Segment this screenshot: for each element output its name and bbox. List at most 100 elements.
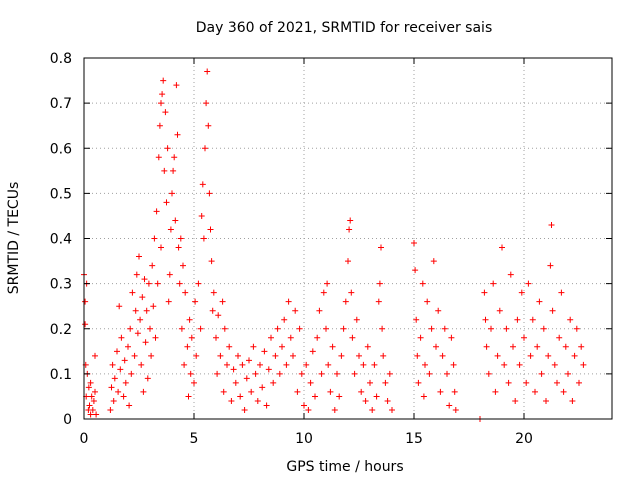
data-point [165,298,172,305]
x-tick-label: 10 [295,431,313,447]
data-point [448,334,455,341]
data-point [348,289,355,296]
data-point [162,109,169,116]
data-point [82,321,89,328]
data-point [125,343,131,350]
chart-title: Day 360 of 2021, SRMTID for receiver sai… [196,20,492,36]
data-point [143,307,150,314]
data-point [272,352,279,359]
data-point [136,253,142,260]
data-point [571,352,578,359]
data-point [386,370,393,377]
data-point [510,343,516,350]
data-point [92,388,98,395]
data-point [298,370,305,377]
data-point [155,154,162,161]
data-point [175,244,182,251]
data-point [186,316,193,323]
data-point [114,348,120,355]
data-point [382,379,389,386]
data-point [578,343,585,350]
data-point [358,388,365,395]
data-point [371,361,378,368]
data-point [318,370,325,377]
data-point [149,262,156,269]
data-point [523,379,530,386]
data-point [567,316,574,323]
data-point [307,379,314,386]
data-point [347,217,354,224]
data-point [296,325,303,332]
data-point [507,271,514,278]
data-point [422,361,428,368]
data-point [181,361,188,368]
data-point [437,388,444,395]
data-point [290,352,296,359]
data-point [246,357,252,364]
data-point [184,343,191,350]
data-point [367,379,373,386]
data-point [569,397,576,404]
data-point [205,122,212,129]
data-point [177,235,184,242]
data-point [86,402,93,409]
data-point [413,316,420,323]
data-point [261,348,268,355]
data-point [492,388,499,395]
data-point [351,370,358,377]
data-point [198,212,205,219]
data-point [150,303,157,310]
data-point [243,375,250,382]
data-point [287,334,294,341]
data-point [152,334,159,341]
data-point [576,379,582,386]
data-point [551,361,558,368]
data-point [159,91,166,98]
data-point [163,199,170,206]
x-axis-label: GPS time / hours [286,459,403,475]
data-point [281,316,288,323]
data-point [331,406,338,413]
data-point [210,289,217,296]
data-point [345,258,351,265]
data-point [226,343,233,350]
data-point [178,325,185,332]
data-point [134,330,141,337]
data-point [206,190,213,197]
data-point [139,294,146,301]
data-point [412,267,419,274]
data-point [117,366,124,373]
data-point [532,388,538,395]
data-point [185,393,192,400]
data-point [538,370,545,377]
data-point [263,402,270,409]
x-tick-label: 5 [190,431,199,447]
data-point [369,406,376,413]
data-point [121,357,128,364]
data-point [90,397,97,404]
data-point [254,397,261,404]
data-point [428,325,435,332]
data-point [268,334,274,341]
data-point [285,298,292,305]
data-point [167,226,174,233]
data-point [373,393,380,400]
data-point [232,379,239,386]
data-point [131,352,138,359]
grid-lines [84,58,612,419]
data-point [545,352,552,359]
data-point [230,366,237,373]
x-tick-label: 0 [80,431,89,447]
data-point [417,334,424,341]
data-point [87,411,94,418]
data-point [389,406,395,413]
data-point [346,226,353,233]
data-point [309,348,316,355]
data-point [411,240,417,247]
data-point [512,397,519,404]
data-point [420,393,427,400]
data-point [435,307,442,314]
data-point [257,361,263,368]
data-point [441,325,448,332]
data-point [353,316,360,323]
